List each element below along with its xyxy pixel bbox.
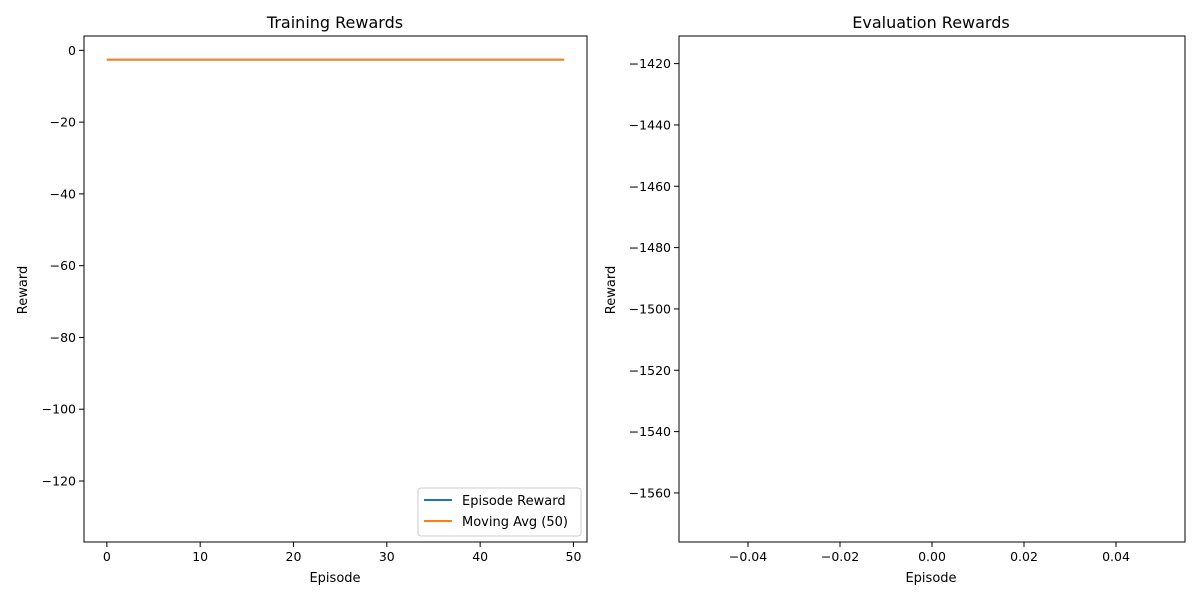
evaluation-rewards-chart: Evaluation Rewards −0.04 −0.02 0.00 0.02 0.0… <box>604 13 1186 586</box>
evaluation-x-ticks: −0.04 −0.02 0.00 0.02 0.04 <box>729 542 1130 564</box>
training-plot-frame <box>83 35 588 543</box>
training-y-axis-label: Reward <box>16 266 31 314</box>
evaluation-y-tick-label: −1420 <box>629 56 671 71</box>
training-chart-title: Training Rewards <box>266 13 403 32</box>
training-x-tick-label: 30 <box>379 549 395 564</box>
evaluation-x-axis-label: Episode <box>905 571 956 586</box>
evaluation-x-tick-label: −0.04 <box>729 549 767 564</box>
evaluation-y-tick-label: −1480 <box>629 240 671 255</box>
evaluation-y-axis-label: Reward <box>604 266 619 314</box>
training-x-ticks: 0 10 20 30 40 50 <box>103 542 582 564</box>
training-x-tick-label: 20 <box>286 549 302 564</box>
evaluation-x-tick-label: −0.02 <box>821 549 859 564</box>
training-y-tick-label: −100 <box>42 402 76 417</box>
training-y-tick-label: −80 <box>50 330 76 345</box>
legend-label-moving-avg: Moving Avg (50) <box>462 515 568 530</box>
training-x-tick-label: 10 <box>192 549 208 564</box>
evaluation-y-tick-label: −1560 <box>629 485 671 500</box>
evaluation-y-tick-label: −1500 <box>629 301 671 316</box>
training-y-tick-label: −20 <box>50 115 76 130</box>
evaluation-y-tick-label: −1460 <box>629 179 671 194</box>
legend-box <box>417 487 582 537</box>
training-x-tick-label: 40 <box>472 549 488 564</box>
evaluation-x-tick-label: 0.00 <box>918 549 946 564</box>
evaluation-x-tick-label: 0.02 <box>1010 549 1038 564</box>
training-y-tick-label: −60 <box>50 258 76 273</box>
training-y-ticks: 0 −20 −40 −60 −80 −100 −120 <box>42 43 84 488</box>
evaluation-y-tick-label: −1440 <box>629 117 671 132</box>
training-y-tick-label: 0 <box>68 43 76 58</box>
evaluation-y-ticks: −1420 −1440 −1460 −1480 −1500 −1520 −1540 −1560 <box>629 56 679 500</box>
legend-label-episode-reward: Episode Reward <box>462 494 566 509</box>
evaluation-y-tick-label: −1520 <box>629 363 671 378</box>
training-x-tick-label: 0 <box>103 549 111 564</box>
training-y-tick-label: −40 <box>50 186 76 201</box>
training-y-tick-label: −120 <box>42 473 76 488</box>
evaluation-x-tick-label: 0.04 <box>1102 549 1130 564</box>
evaluation-chart-title: Evaluation Rewards <box>852 13 1009 32</box>
training-rewards-chart: Training Rewards 0 10 20 30 40 50 0 −20 −40 −60 −… <box>16 13 588 586</box>
evaluation-y-tick-label: −1540 <box>629 424 671 439</box>
training-x-tick-label: 50 <box>566 549 582 564</box>
training-x-axis-label: Episode <box>309 571 360 586</box>
training-legend: Episode Reward Moving Avg (50) <box>417 487 582 537</box>
